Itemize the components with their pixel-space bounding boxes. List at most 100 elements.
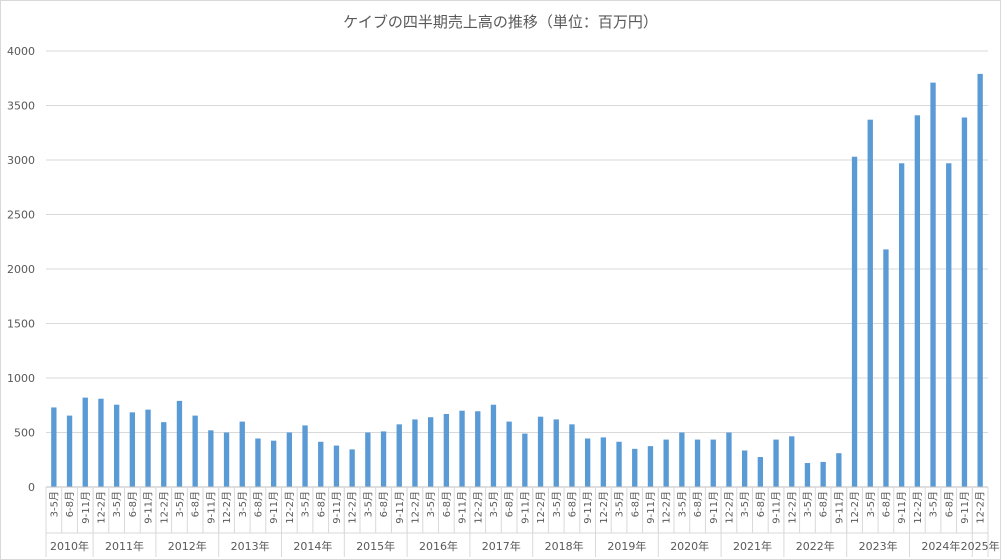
bar — [66, 415, 73, 487]
bar — [898, 163, 905, 487]
x-category-label: 12-2月 — [975, 491, 987, 524]
bar — [98, 398, 104, 487]
y-tick-label: 0 — [28, 481, 35, 494]
bar — [176, 400, 183, 487]
x-category-label: 3-5月 — [362, 491, 374, 517]
x-category-label: 9-11月 — [833, 491, 845, 524]
bar — [255, 438, 261, 487]
bar — [537, 416, 544, 487]
bar — [349, 449, 355, 487]
y-tick-label: 1500 — [7, 318, 35, 331]
x-year-label: 2020年 — [670, 539, 709, 553]
x-year-label: 2011年 — [105, 539, 144, 553]
bar — [616, 441, 622, 487]
x-category-label: 12-2月 — [786, 491, 798, 524]
x-category-label: 3-5月 — [802, 491, 814, 517]
bar — [663, 439, 669, 487]
x-category-label: 12-2月 — [661, 491, 673, 524]
bar — [569, 424, 575, 487]
y-tick-label: 1000 — [7, 372, 35, 385]
x-category-label: 9-11月 — [959, 491, 971, 524]
x-year-label: 2019年 — [607, 539, 646, 553]
bar — [522, 433, 528, 487]
x-year-label: 2012年 — [168, 539, 207, 553]
bar — [694, 439, 701, 487]
bar — [600, 437, 607, 487]
x-category-label: 12-2月 — [472, 491, 484, 524]
bar — [286, 432, 293, 487]
bar — [757, 457, 764, 487]
y-tick-label: 2000 — [7, 263, 35, 276]
x-year-label: 2018年 — [545, 539, 584, 553]
x-category-label: 9-11月 — [80, 491, 92, 524]
x-year-label: 2013年 — [231, 539, 270, 553]
x-category-label: 3-5月 — [111, 491, 123, 517]
bar — [506, 421, 512, 487]
bar — [51, 407, 57, 487]
x-year-label: 2022年 — [796, 539, 835, 553]
bar — [820, 461, 826, 487]
x-category-label: 9-11月 — [771, 491, 783, 524]
bar — [475, 411, 481, 487]
x-category-label: 12-2月 — [95, 491, 107, 524]
x-category-label: 9-11月 — [394, 491, 406, 524]
bar — [239, 421, 245, 487]
x-category-label: 12-2月 — [221, 491, 233, 524]
x-category-label: 12-2月 — [598, 491, 610, 524]
x-category-label: 3-5月 — [425, 491, 437, 517]
x-category-label: 12-2月 — [723, 491, 735, 524]
y-tick-label: 4000 — [7, 45, 35, 58]
x-category-label: 6-8月 — [441, 491, 453, 517]
x-year-label: 2010年 — [50, 539, 89, 553]
x-year-label: 2021年 — [733, 539, 772, 553]
x-year-label: 2015年 — [356, 539, 395, 553]
y-tick-label: 2500 — [7, 209, 35, 222]
x-category-label: 12-2月 — [849, 491, 861, 524]
bar — [223, 432, 230, 487]
bar — [82, 397, 88, 487]
x-category-label: 9-11月 — [268, 491, 280, 524]
x-category-label: 3-5月 — [488, 491, 500, 517]
x-category-label: 9-11月 — [143, 491, 155, 524]
x-category-label: 3-5月 — [48, 491, 60, 517]
bar — [129, 412, 136, 487]
x-category-label: 12-2月 — [409, 491, 421, 524]
x-category-label: 6-8月 — [755, 491, 767, 517]
x-category-label: 6-8月 — [378, 491, 390, 517]
x-category-label: 6-8月 — [315, 491, 327, 517]
bar — [914, 115, 921, 487]
x-category-label: 6-8月 — [818, 491, 830, 517]
x-category-label: 9-11月 — [331, 491, 343, 524]
bar — [553, 419, 559, 487]
x-category-label: 9-11月 — [708, 491, 720, 524]
bar — [632, 448, 638, 487]
x-category-label: 9-11月 — [896, 491, 908, 524]
x-category-label: 3-5月 — [300, 491, 312, 517]
bar — [789, 436, 795, 487]
bar — [161, 422, 167, 487]
x-category-label: 9-11月 — [645, 491, 657, 524]
bar — [710, 439, 716, 487]
y-tick-label: 500 — [14, 427, 35, 440]
x-category-label: 6-8月 — [880, 491, 892, 517]
bar — [961, 117, 968, 488]
x-year-label: 2025年 — [961, 539, 1000, 553]
x-category-label: 9-11月 — [457, 491, 469, 524]
chart-title: ケイブの四半期売上高の推移（単位：百万円） — [343, 13, 658, 31]
bar — [726, 432, 732, 487]
bar — [333, 445, 340, 487]
x-category-label: 12-2月 — [912, 491, 924, 524]
x-category-label: 6-8月 — [64, 491, 76, 517]
bar — [930, 82, 936, 488]
x-category-label: 6-8月 — [190, 491, 202, 517]
bar — [741, 450, 748, 487]
x-category-label: 6-8月 — [127, 491, 139, 517]
bar — [977, 73, 983, 487]
bar — [380, 431, 387, 487]
x-year-label: 2024年 — [921, 539, 960, 553]
x-category-label: 12-2月 — [535, 491, 547, 524]
bar — [427, 417, 434, 487]
x-category-label: 9-11月 — [519, 491, 531, 524]
bar — [459, 410, 465, 487]
